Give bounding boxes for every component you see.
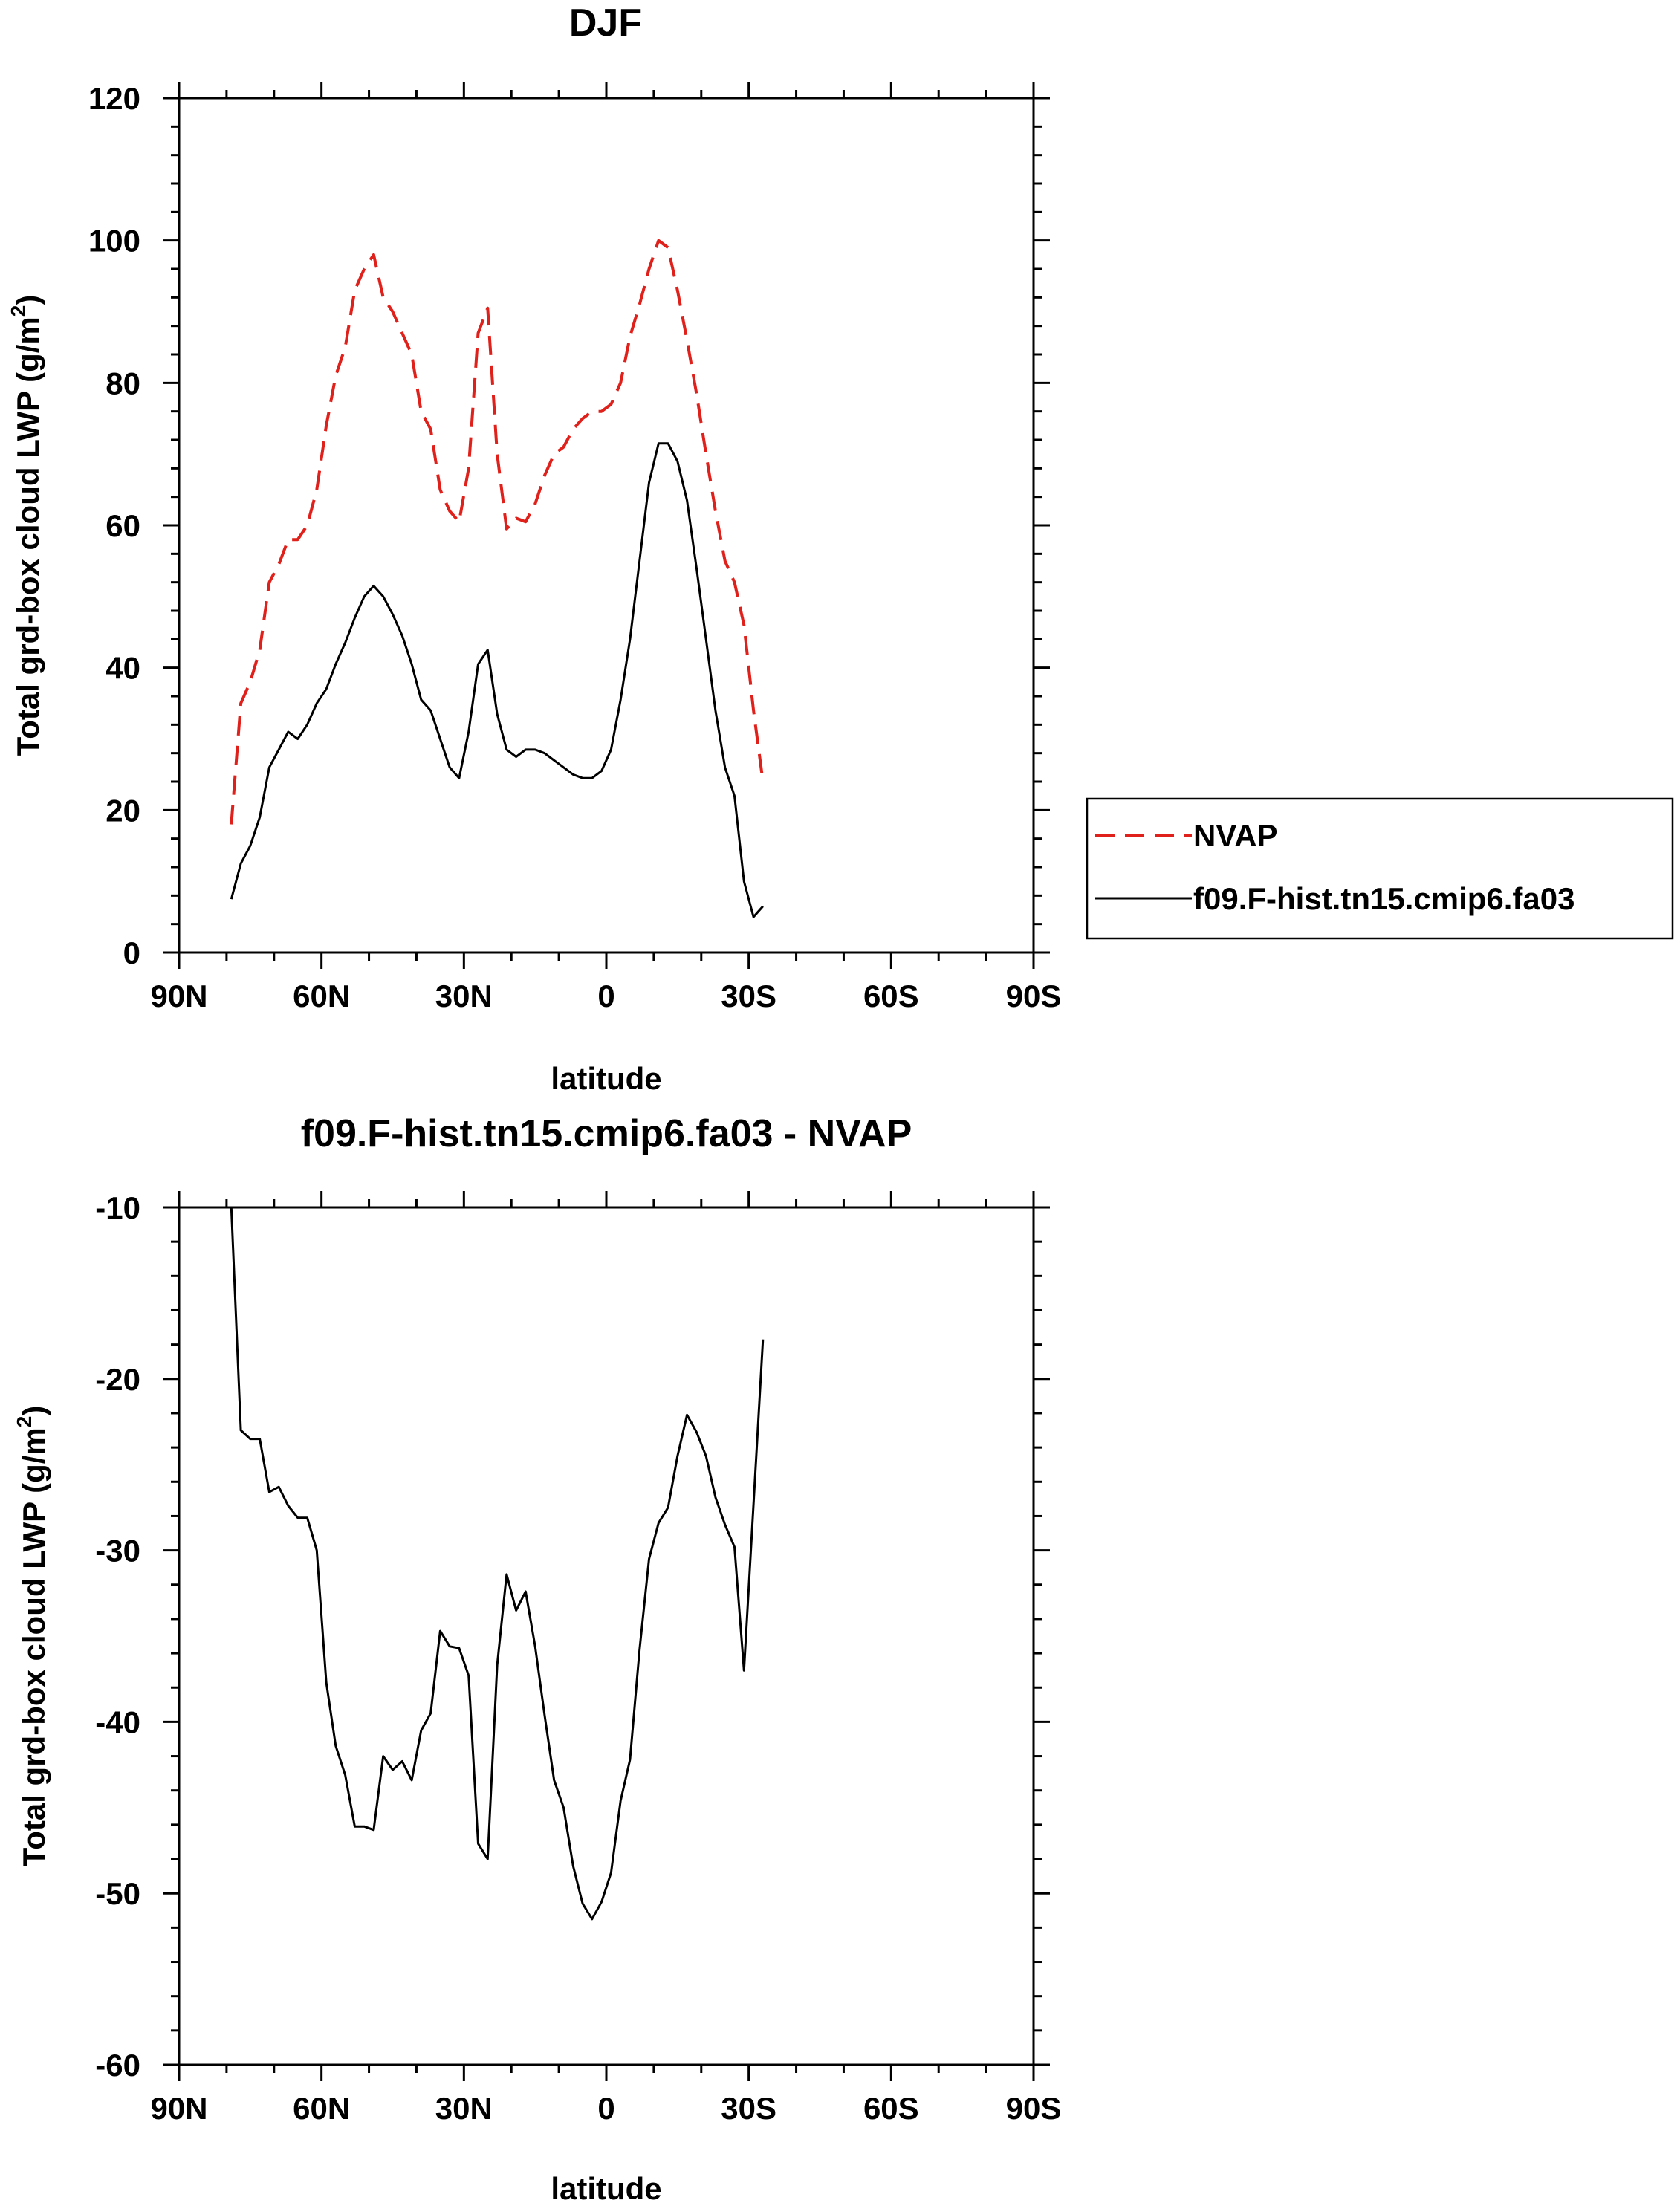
- top-x-tick-label: 90N: [150, 979, 207, 1013]
- bottom-y-axis-label: Total grd-box cloud LWP (g/m2): [13, 1406, 51, 1867]
- top-x-tick-label: 30N: [435, 979, 493, 1013]
- bottom-y-tick-label: -60: [95, 2048, 140, 2083]
- top-x-tick-label: 0: [597, 979, 614, 1013]
- top-x-tick-label: 60S: [863, 979, 919, 1013]
- bottom-plot-frame: [178, 1206, 1035, 2066]
- bottom-plot-area: [230, 1207, 765, 1921]
- top-y-tick-label: 80: [106, 366, 140, 400]
- bottom-y-tick-label: -10: [95, 1190, 140, 1225]
- bottom-chart-title: f09.F-hist.tn15.cmip6.fa03 - NVAP: [301, 1112, 912, 1155]
- bottom-chart-panel: f09.F-hist.tn15.cmip6.fa03 - NVAP 90N 60N…: [13, 1112, 1061, 2206]
- top-x-tick-label: 30S: [721, 979, 776, 1013]
- top-axis-ticks: 90N 60N 30N 0 30S 60S 90S 0 20 40 60 80 100 120: [88, 81, 1061, 1013]
- legend-label-nvap: NVAP: [1193, 818, 1278, 853]
- top-y-tick-label: 20: [106, 793, 140, 828]
- top-y-tick-label: 100: [88, 224, 140, 259]
- top-plot-frame: [178, 97, 1035, 954]
- legend-label-model: f09.F-hist.tn15.cmip6.fa03: [1193, 881, 1575, 916]
- legend-box: [1086, 797, 1674, 940]
- bottom-y-tick-label: -30: [95, 1534, 140, 1568]
- bottom-y-tick-label: -50: [95, 1876, 140, 1911]
- bottom-x-tick-label: 60S: [863, 2091, 919, 2126]
- top-x-tick-label: 90S: [1006, 979, 1062, 1013]
- bottom-x-tick-label: 30N: [435, 2091, 493, 2126]
- top-legend: NVAP f09.F-hist.tn15.cmip6.fa03: [1086, 797, 1674, 940]
- top-plot-area: [230, 239, 765, 918]
- bottom-x-tick-label: 60N: [293, 2091, 350, 2126]
- top-x-axis-label: latitude: [551, 1061, 661, 1096]
- top-y-tick-label: 0: [123, 935, 140, 970]
- bottom-x-tick-label: 0: [597, 2091, 614, 2126]
- top-y-tick-label: 120: [88, 81, 140, 116]
- top-series-line-0: [230, 239, 765, 825]
- top-series-line-1: [230, 442, 764, 918]
- bottom-x-tick-label: 90N: [150, 2091, 207, 2126]
- top-chart-title: DJF: [569, 1, 642, 45]
- top-y-tick-label: 40: [106, 651, 140, 686]
- bottom-x-axis-label: latitude: [551, 2171, 661, 2206]
- bottom-series-line-0: [230, 1207, 765, 1921]
- top-chart-panel: DJF 90N 60N 30N 0 30S 60S 90S 0 20 40 60 80 100 120 l…: [7, 1, 1674, 1096]
- top-y-tick-label: 60: [106, 508, 140, 543]
- bottom-x-tick-label: 90S: [1006, 2091, 1062, 2126]
- top-y-axis-label: Total grd-box cloud LWP (g/m2): [7, 295, 45, 756]
- bottom-x-tick-label: 30S: [721, 2091, 776, 2126]
- bottom-y-tick-label: -40: [95, 1704, 140, 1739]
- bottom-axis-ticks: 90N 60N 30N 0 30S 60S 90S -60 -50 -40 -30 -20 -10: [95, 1190, 1061, 2126]
- bottom-y-tick-label: -20: [95, 1362, 140, 1397]
- top-x-tick-label: 60N: [293, 979, 350, 1013]
